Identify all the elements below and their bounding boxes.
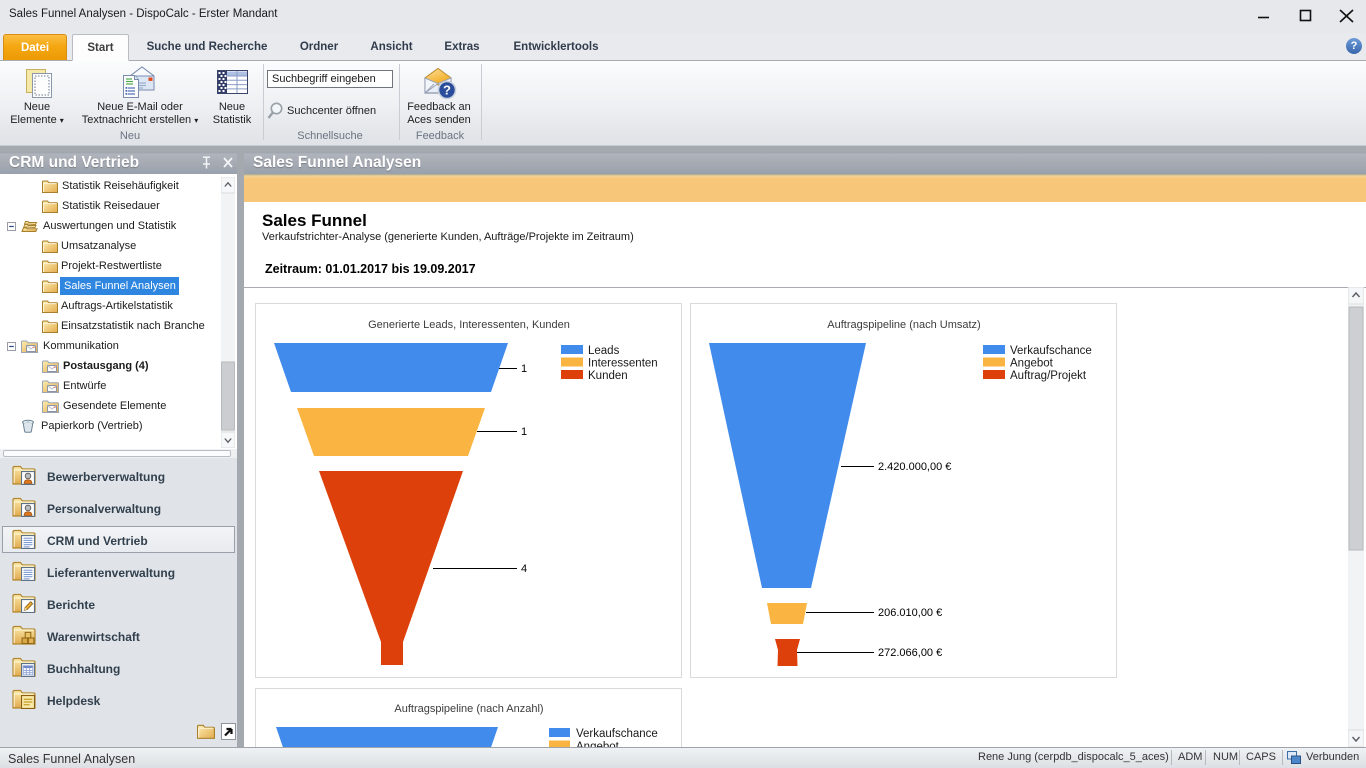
- svg-text:Interessenten: Interessenten: [588, 358, 658, 370]
- svg-text:4: 4: [521, 563, 527, 575]
- svg-text:Angebot: Angebot: [576, 741, 620, 747]
- svg-text:Verkaufschance: Verkaufschance: [576, 728, 658, 740]
- svg-text:206.010,00 €: 206.010,00 €: [878, 607, 942, 619]
- svg-text:Angebot: Angebot: [1010, 358, 1054, 370]
- svg-text:Kunden: Kunden: [588, 370, 628, 382]
- svg-text:272.066,00 €: 272.066,00 €: [878, 647, 942, 659]
- svg-text:Auftrag/Projekt: Auftrag/Projekt: [1010, 370, 1087, 382]
- svg-text:Verkaufschance: Verkaufschance: [1010, 345, 1092, 357]
- svg-text:Generierte Leads, Interessente: Generierte Leads, Interessenten, Kunden: [368, 319, 570, 331]
- svg-text:?: ?: [443, 83, 451, 98]
- svg-text:Leads: Leads: [588, 345, 620, 357]
- svg-text:1: 1: [521, 426, 527, 438]
- svg-text:Auftragspipeline (nach Anzahl): Auftragspipeline (nach Anzahl): [394, 703, 543, 715]
- svg-text:2.420.000,00 €: 2.420.000,00 €: [878, 461, 951, 473]
- svg-text:1: 1: [521, 363, 527, 375]
- svg-text:Auftragspipeline (nach Umsatz): Auftragspipeline (nach Umsatz): [827, 319, 980, 331]
